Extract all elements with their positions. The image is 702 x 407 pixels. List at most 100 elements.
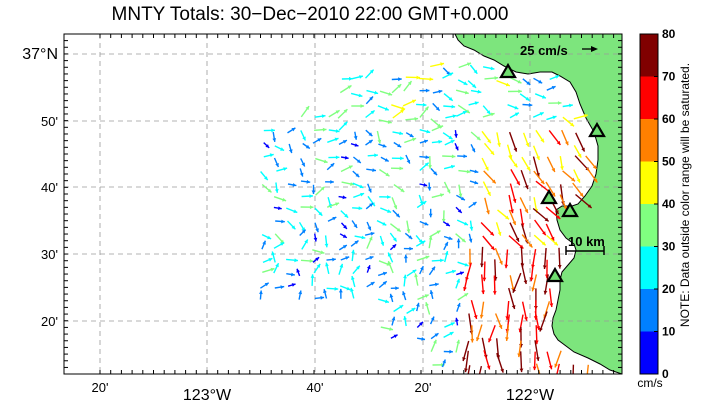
current-vector <box>425 302 431 315</box>
current-vector <box>314 295 325 300</box>
current-vector <box>387 252 394 263</box>
current-vector <box>476 324 483 342</box>
current-vector <box>457 154 468 159</box>
current-vector <box>416 321 424 328</box>
current-vector <box>260 282 270 289</box>
current-vector <box>457 261 469 267</box>
lon-label-2: 40' <box>307 380 324 395</box>
current-vector <box>482 235 496 251</box>
current-vector <box>324 235 329 248</box>
current-vector <box>430 332 439 340</box>
current-vector <box>545 223 555 241</box>
current-vector <box>379 195 391 199</box>
current-vector <box>510 169 521 186</box>
current-vector <box>328 129 340 133</box>
current-vector <box>455 233 467 243</box>
current-vector <box>340 210 349 219</box>
current-vector <box>429 282 439 287</box>
current-vector <box>340 222 348 230</box>
current-vector <box>391 316 396 326</box>
current-vector <box>470 325 475 343</box>
radar-stations <box>499 62 606 283</box>
current-vector <box>509 222 520 242</box>
current-vector <box>312 256 320 263</box>
current-vector <box>535 129 545 143</box>
current-vector <box>391 197 398 210</box>
current-vector <box>298 290 303 300</box>
current-vector <box>543 274 549 295</box>
current-vector <box>519 93 530 102</box>
current-vector <box>365 202 374 210</box>
current-vector <box>455 339 460 353</box>
current-vector <box>507 104 519 110</box>
current-vector <box>302 142 311 150</box>
current-vector <box>419 183 428 187</box>
colorbar-tick-label: 0 <box>662 367 669 381</box>
current-vector <box>419 106 430 118</box>
current-vector <box>405 117 419 121</box>
current-vector <box>391 83 402 94</box>
colorbar-swatch <box>640 76 658 119</box>
current-vector <box>432 89 443 94</box>
current-vector <box>341 181 355 186</box>
current-vector <box>505 300 510 321</box>
current-vector <box>482 112 495 118</box>
current-vector <box>548 101 562 105</box>
colorbar-note: NOTE: Data outside color range will be s… <box>678 63 692 327</box>
current-vector <box>480 222 495 236</box>
current-vector <box>365 139 374 146</box>
current-vector <box>419 88 430 93</box>
current-vector <box>443 104 456 109</box>
current-vector <box>365 255 374 261</box>
current-vector <box>353 131 358 140</box>
current-vector <box>311 184 316 194</box>
current-vector <box>326 257 336 262</box>
current-vector <box>300 130 307 141</box>
current-vector <box>573 169 581 183</box>
current-vector <box>531 274 538 292</box>
current-vector <box>364 69 375 79</box>
current-vector <box>338 139 348 146</box>
current-vector <box>546 115 557 121</box>
current-vector <box>521 234 533 248</box>
current-vector <box>326 287 339 291</box>
current-vector <box>341 76 353 81</box>
current-vector <box>380 156 390 163</box>
current-vector <box>354 235 366 240</box>
current-vector <box>456 302 461 312</box>
current-vector <box>300 179 311 184</box>
current-vector <box>402 99 417 107</box>
current-vector <box>467 365 471 374</box>
current-vector <box>467 80 477 89</box>
current-vector <box>339 84 352 94</box>
current-vector <box>327 216 337 222</box>
current-vector <box>366 89 379 95</box>
current-vector <box>548 129 561 146</box>
current-vector <box>392 209 401 218</box>
colorbar-swatch <box>640 161 658 204</box>
current-vector <box>310 274 315 286</box>
current-vector <box>456 271 465 276</box>
colorbar-swatch <box>640 246 658 289</box>
current-vectors <box>259 62 598 374</box>
current-vector <box>389 232 398 242</box>
current-vector <box>419 220 429 226</box>
current-vector <box>339 285 351 291</box>
current-vector <box>340 256 350 261</box>
station-triangle-icon <box>499 62 517 79</box>
colorbar-tick-label: 70 <box>662 70 676 84</box>
current-vector <box>325 262 330 275</box>
current-vector <box>405 154 411 164</box>
current-vector <box>274 182 279 193</box>
current-vector <box>406 220 411 234</box>
current-vector <box>532 207 550 222</box>
current-vector <box>390 334 398 339</box>
current-vector <box>508 131 518 152</box>
current-vector <box>482 261 487 282</box>
current-vector <box>393 184 405 193</box>
current-vector <box>469 64 478 75</box>
scale-bar-label: 10 km <box>568 234 605 249</box>
current-vector <box>428 208 433 218</box>
current-vector <box>533 77 543 84</box>
colorbar-tick-label: 80 <box>662 27 676 41</box>
